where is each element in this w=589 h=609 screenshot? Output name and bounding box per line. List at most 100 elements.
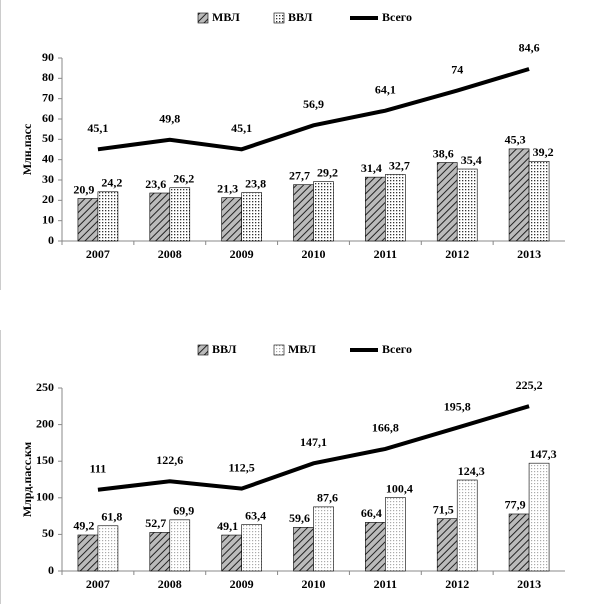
bar xyxy=(385,497,406,572)
legend-label: ВВЛ xyxy=(212,342,237,356)
data-label: 20,9 xyxy=(73,182,94,196)
x-tick-label: 2010 xyxy=(302,577,326,591)
data-label: 23,8 xyxy=(245,176,266,190)
bar xyxy=(293,527,314,572)
legend-label: МВЛ xyxy=(212,10,240,24)
x-tick-label: 2012 xyxy=(445,247,469,261)
x-tick-label: 2013 xyxy=(517,247,541,261)
bar xyxy=(149,532,171,572)
data-label: 49,1 xyxy=(217,519,238,533)
bar xyxy=(77,534,99,572)
data-label: 32,7 xyxy=(389,158,410,172)
x-tick-label: 2008 xyxy=(158,577,182,591)
data-label: 122,6 xyxy=(156,453,183,467)
data-label: 147,3 xyxy=(530,447,557,461)
data-label: 195,8 xyxy=(444,399,471,413)
bar xyxy=(528,462,550,572)
data-label: 38,6 xyxy=(433,146,454,160)
bar xyxy=(241,192,262,242)
data-label: 100,4 xyxy=(386,481,413,495)
data-label: 74 xyxy=(451,62,463,76)
data-label: 66,4 xyxy=(361,506,382,520)
line xyxy=(97,404,530,492)
y-tick-label: 70 xyxy=(42,90,54,104)
bar xyxy=(241,524,262,572)
y-tick-label: 0 xyxy=(48,233,54,247)
data-label: 31,4 xyxy=(361,161,382,175)
y-axis-label: Млрд.пасс.км xyxy=(20,442,34,517)
data-label: 24,2 xyxy=(101,176,122,190)
y-tick-label: 60 xyxy=(42,111,54,125)
data-label: 166,8 xyxy=(372,421,399,435)
bar xyxy=(97,525,119,572)
x-tick-label: 2009 xyxy=(230,247,254,261)
y-tick-label: 80 xyxy=(42,70,54,84)
bar xyxy=(365,176,386,242)
legend-label: МВЛ xyxy=(288,342,316,356)
legend-label: Всего xyxy=(382,10,412,24)
bar xyxy=(508,513,530,572)
data-label: 124,3 xyxy=(458,464,485,478)
y-tick-label: 150 xyxy=(36,453,54,467)
bar xyxy=(436,162,458,242)
y-tick-label: 40 xyxy=(42,151,54,165)
bar xyxy=(313,181,334,242)
data-label: 147,1 xyxy=(300,435,327,449)
x-tick-label: 2007 xyxy=(86,577,110,591)
data-label: 45,1 xyxy=(87,121,108,135)
y-tick-label: 0 xyxy=(48,563,54,577)
x-tick-label: 2012 xyxy=(445,577,469,591)
data-label: 26,2 xyxy=(173,171,194,185)
line xyxy=(97,67,530,152)
bar xyxy=(221,534,242,572)
x-tick-label: 2013 xyxy=(517,577,541,591)
bar xyxy=(77,198,99,242)
bar xyxy=(385,174,406,242)
y-tick-label: 30 xyxy=(42,172,54,186)
data-label: 71,5 xyxy=(433,502,454,516)
legend-swatch xyxy=(197,344,209,356)
bar xyxy=(528,160,550,242)
bar xyxy=(456,168,478,242)
data-label: 63,4 xyxy=(245,508,266,522)
bar xyxy=(436,518,458,572)
data-label: 64,1 xyxy=(375,82,396,96)
data-label: 35,4 xyxy=(461,153,482,167)
data-label: 52,7 xyxy=(145,516,166,530)
data-label: 87,6 xyxy=(317,491,338,505)
x-tick-label: 2007 xyxy=(86,247,110,261)
data-label: 112,5 xyxy=(228,460,254,474)
bar xyxy=(221,197,242,242)
data-label: 27,7 xyxy=(289,168,310,182)
bar xyxy=(97,191,119,242)
y-tick-label: 200 xyxy=(36,416,54,430)
data-label: 69,9 xyxy=(173,504,194,518)
y-tick-label: 250 xyxy=(36,380,54,394)
data-label: 56,9 xyxy=(303,97,324,111)
legend-swatch xyxy=(273,12,285,24)
bar xyxy=(169,187,191,242)
data-label: 23,6 xyxy=(145,177,166,191)
data-label: 225,2 xyxy=(516,378,543,392)
data-label: 29,2 xyxy=(317,165,338,179)
legend-label: ВВЛ xyxy=(288,10,313,24)
data-label: 49,2 xyxy=(73,519,94,533)
y-tick-label: 20 xyxy=(42,192,54,206)
bar xyxy=(508,148,530,242)
y-tick-label: 90 xyxy=(42,50,54,64)
data-label: 45,3 xyxy=(505,133,526,147)
legend-label: Всего xyxy=(382,342,412,356)
bar xyxy=(149,192,171,242)
data-label: 39,2 xyxy=(533,145,554,159)
bar xyxy=(365,522,386,572)
y-tick-label: 100 xyxy=(36,490,54,504)
bar xyxy=(169,519,191,572)
x-tick-label: 2011 xyxy=(374,577,397,591)
data-label: 84,6 xyxy=(519,41,540,55)
x-tick-label: 2010 xyxy=(302,247,326,261)
data-label: 21,3 xyxy=(217,181,238,195)
bar xyxy=(293,184,314,242)
x-tick-label: 2011 xyxy=(374,247,397,261)
bar xyxy=(313,506,334,572)
bar xyxy=(456,479,478,572)
